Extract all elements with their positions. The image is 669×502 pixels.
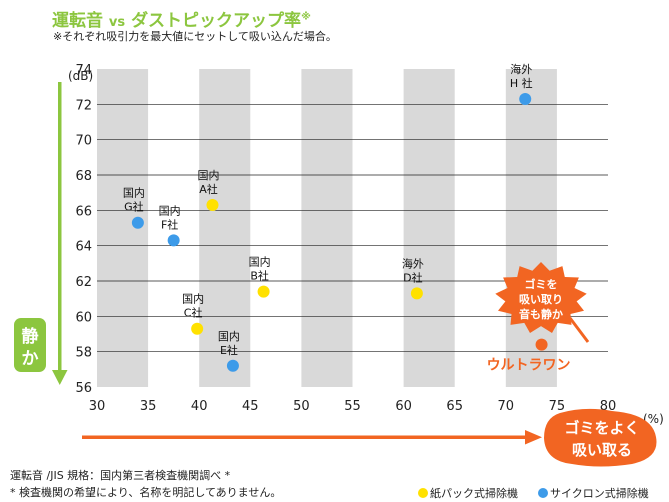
title-vs: vs xyxy=(108,15,126,30)
callout-starburst xyxy=(495,262,587,333)
legend-paper-bag-label: 紙パック式掃除機 xyxy=(430,487,518,500)
point-label: 国内 xyxy=(218,329,240,343)
legend-cyclone-label: サイクロン式掃除機 xyxy=(550,487,649,500)
data-point xyxy=(257,285,270,298)
pickup-arrow xyxy=(82,430,542,445)
data-point xyxy=(131,216,144,229)
quiet-callout: ゴミを 吸い取り 音も静か xyxy=(495,262,590,343)
x-tick-labels: 30 35 40 45 50 55 60 65 70 75 80 xyxy=(89,399,617,414)
x-tick-label: 35 xyxy=(140,399,157,414)
x-tick-label: 40 xyxy=(191,399,208,414)
pickup-arrow-shaft xyxy=(82,435,527,439)
callout-line-3: 音も静か xyxy=(519,307,563,321)
point-label: 国内 xyxy=(123,186,145,200)
title-main: 運転音 xyxy=(52,11,103,31)
pickup-label-line-2: 吸い取る xyxy=(572,441,632,459)
ultra-label: ウルトラワン xyxy=(487,358,571,374)
title-rest: ダストピックアップ率 xyxy=(131,11,302,31)
pickup-label-line-1: ゴミをよく xyxy=(564,419,639,437)
grid-band xyxy=(505,69,557,387)
grid-bands xyxy=(97,69,557,387)
point-label: 国内 xyxy=(249,255,271,269)
y-tick-label: 56 xyxy=(75,381,92,396)
x-tick-label: 75 xyxy=(549,399,566,414)
point-label: 国内 xyxy=(197,168,219,182)
data-point xyxy=(519,93,532,106)
quiet-badge-box xyxy=(14,318,46,372)
legend-cyclone: サイクロン式掃除機 xyxy=(538,485,649,501)
point-label: G社 xyxy=(124,200,144,214)
y-tick-label: 70 xyxy=(75,134,92,149)
point-label: 国内 xyxy=(159,203,181,217)
grid-band xyxy=(199,69,251,387)
x-tick-label: 50 xyxy=(293,399,310,414)
data-point xyxy=(226,359,239,372)
data-point xyxy=(191,322,204,335)
quiet-arrow xyxy=(52,82,68,385)
x-tick-label: 30 xyxy=(89,399,106,414)
point-label: 海外 xyxy=(402,256,424,270)
point-label: F社 xyxy=(161,217,178,231)
callout-line-2: 吸い取り xyxy=(519,293,563,306)
point-label: H 社 xyxy=(510,76,533,90)
point-label: E社 xyxy=(220,343,238,357)
data-point xyxy=(410,287,423,300)
footnote-2: * 検査機関の希望により、名称を明記してありません。 xyxy=(10,486,282,499)
cyclone-legend-dot xyxy=(538,488,548,498)
x-tick-label: 70 xyxy=(498,399,515,414)
quiet-label-line-2: か xyxy=(22,349,39,369)
quiet-label-line-1: 静 xyxy=(22,326,39,347)
quiet-arrow-head xyxy=(52,370,68,385)
y-unit-label: (dB) xyxy=(68,69,93,83)
y-tick-label: 64 xyxy=(75,240,92,255)
x-tick-label: 60 xyxy=(395,399,412,414)
data-point xyxy=(535,338,548,351)
y-tick-label: 62 xyxy=(75,275,92,290)
x-tick-label: 55 xyxy=(344,399,361,414)
grid-band xyxy=(301,69,353,387)
x-tick-label: 65 xyxy=(446,399,463,414)
point-label: 国内 xyxy=(182,292,204,306)
y-tick-label: 72 xyxy=(75,98,92,113)
y-tick-labels: 56 58 60 62 64 66 68 70 72 74 xyxy=(75,63,92,396)
x-tick-label: 45 xyxy=(242,399,259,414)
title-mark: ※ xyxy=(301,11,311,23)
data-point xyxy=(206,199,219,212)
chart-title: 運転音 vs ダストピックアップ率※ xyxy=(52,6,311,31)
y-tick-label: 60 xyxy=(75,310,92,325)
data-point xyxy=(167,234,180,247)
pickup-badge-cloud xyxy=(544,408,657,467)
point-label: 海外 xyxy=(510,62,532,76)
chart-subtitle: ※それぞれ吸引力を最大値にセットして吸い込んだ場合。 xyxy=(53,30,337,43)
quiet-badge: 静 か xyxy=(14,318,46,372)
point-label: D社 xyxy=(403,270,422,284)
point-label: A社 xyxy=(199,182,218,196)
x-unit-label: (%) xyxy=(643,412,664,426)
quiet-arrow-shaft xyxy=(58,82,62,372)
footnote-1: 運転音 /JIS 規格：国内第三者検査機関調べ * xyxy=(10,469,231,482)
y-tick-label: 68 xyxy=(75,169,92,184)
pickup-badge: ゴミをよく 吸い取る xyxy=(544,408,657,467)
legend-paper-bag: 紙パック式掃除機 xyxy=(418,485,518,501)
point-label: B社 xyxy=(250,269,269,283)
paper-bag-legend-dot xyxy=(418,488,428,498)
y-tick-label: 74 xyxy=(75,63,92,78)
grid-band xyxy=(403,69,455,387)
callout-pointer xyxy=(568,317,590,343)
point-label: C社 xyxy=(184,306,203,320)
data-points xyxy=(131,93,548,372)
callout-line-1: ゴミを xyxy=(525,277,558,291)
y-tick-label: 58 xyxy=(75,346,92,361)
pickup-arrow-head xyxy=(525,430,542,445)
y-tick-label: 66 xyxy=(75,204,92,219)
